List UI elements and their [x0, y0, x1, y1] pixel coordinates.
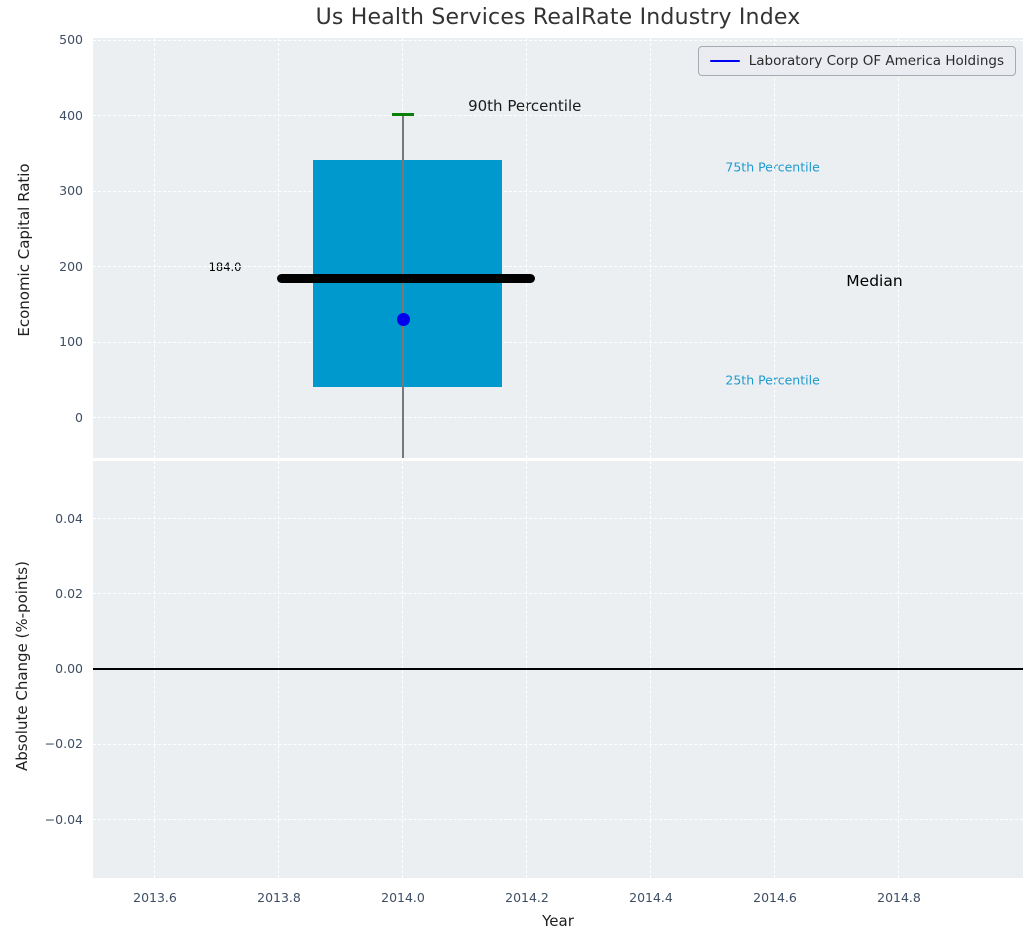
- annotation-median: Median: [846, 272, 903, 291]
- gridline-horizontal: [93, 341, 1023, 343]
- gridline-horizontal: [93, 115, 1023, 117]
- p90-cap: [391, 112, 415, 116]
- gridline-horizontal: [93, 593, 1023, 595]
- legend: Laboratory Corp OF America Holdings: [697, 46, 1016, 76]
- annotation-90th-percentile: 90th Percentile: [468, 96, 582, 115]
- gridline-horizontal: [93, 517, 1023, 519]
- legend-label: Laboratory Corp OF America Holdings: [748, 53, 1004, 69]
- gridline-horizontal: [93, 266, 1023, 268]
- y-tick-label: 0.02: [55, 585, 83, 601]
- zero-line: [93, 668, 1023, 670]
- gridline-vertical: [526, 38, 528, 458]
- gridline-vertical: [154, 38, 156, 458]
- y-tick-label: 0.00: [55, 661, 83, 677]
- gridline-horizontal: [93, 818, 1023, 820]
- y-tick-label: 300: [59, 183, 83, 199]
- x-tick-label: 2014.0: [381, 890, 425, 905]
- gridline-horizontal: [93, 39, 1023, 41]
- x-tick-label: 2013.8: [257, 890, 301, 905]
- gridline-vertical: [774, 38, 776, 458]
- company-dot: [396, 313, 410, 327]
- y-tick-label: 500: [59, 32, 83, 48]
- gridline-vertical: [650, 38, 652, 458]
- x-tick-label: 2014.8: [877, 890, 921, 905]
- y-tick-label: −0.04: [44, 811, 83, 827]
- x-tick-label: 2014.2: [505, 890, 549, 905]
- x-tick-label: 2013.6: [133, 890, 177, 905]
- gridline-vertical: [898, 38, 900, 458]
- gridline-vertical: [278, 38, 280, 458]
- x-axis-label: Year: [542, 912, 574, 930]
- chart-title: Us Health Services RealRate Industry Ind…: [315, 5, 801, 30]
- whisker-line: [402, 114, 404, 458]
- y-tick-label: 0.04: [55, 510, 83, 526]
- annotation-25th-percentile: 25th Percentile: [725, 372, 820, 388]
- gridline-horizontal: [93, 417, 1023, 419]
- y-tick-label: −0.02: [44, 736, 83, 752]
- y-tick-label: 200: [59, 258, 83, 274]
- economic-capital-plot: 90th Percentile 75th Percentile Median 2…: [93, 38, 1023, 458]
- median-line: [277, 274, 536, 284]
- x-tick-label: 2014.6: [753, 890, 797, 905]
- y-tick-label: 0: [75, 409, 83, 425]
- y-axis-label-top: Economic Capital Ratio: [15, 163, 33, 337]
- percentile-box: [313, 160, 503, 387]
- gridline-horizontal: [93, 743, 1023, 745]
- x-tick-label: 2014.4: [629, 890, 673, 905]
- legend-line-icon: [709, 59, 740, 63]
- annotation-75th-percentile: 75th Percentile: [725, 159, 820, 175]
- y-tick-label: 100: [59, 334, 83, 350]
- absolute-change-plot: [93, 461, 1023, 878]
- gridline-horizontal: [93, 190, 1023, 192]
- y-tick-label: 400: [59, 107, 83, 123]
